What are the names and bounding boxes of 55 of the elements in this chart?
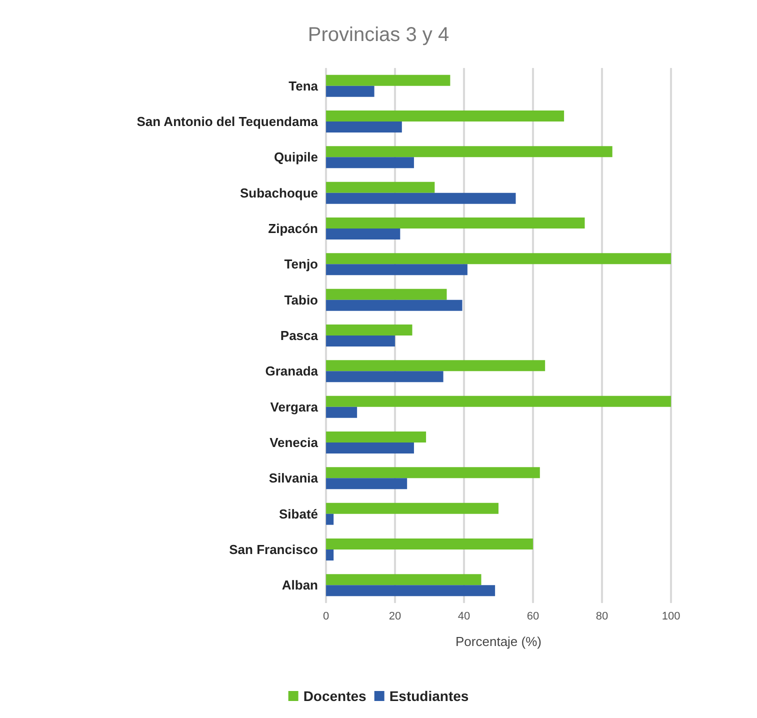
- x-tick-label: 40: [458, 610, 470, 622]
- x-tick-label: 0: [322, 610, 330, 622]
- bar: [326, 253, 671, 264]
- bar: [326, 574, 482, 586]
- legend-label: Estudiantes: [389, 688, 469, 704]
- y-tick-label: Sibaté: [278, 506, 318, 522]
- y-tick-label: Tabio: [284, 292, 318, 308]
- bar: [326, 146, 612, 158]
- bar: [326, 538, 533, 550]
- bar: [326, 74, 450, 86]
- bar: [326, 467, 540, 478]
- bar: [326, 406, 358, 418]
- y-tick-label: Tena: [288, 78, 319, 94]
- bar: [326, 192, 516, 204]
- bar: [326, 86, 374, 97]
- y-tick-label: Vergara: [270, 399, 319, 414]
- bar: [326, 396, 671, 407]
- x-tick-label: 60: [526, 610, 540, 622]
- y-tick-label: San Francisco: [229, 542, 318, 557]
- bar: [326, 218, 585, 228]
- bar: [326, 514, 334, 525]
- bar: [326, 442, 414, 454]
- bar: [326, 360, 546, 372]
- y-tick-label: Zipacón: [268, 221, 318, 236]
- legend-label: Docentes: [303, 688, 367, 704]
- chart-title: Provincias 3 y 4: [308, 24, 450, 46]
- y-tick-label: Silvania: [268, 470, 319, 486]
- bar: [326, 288, 447, 300]
- bar: [326, 182, 435, 193]
- bar: [326, 110, 564, 122]
- bar: [326, 585, 496, 596]
- bar: [326, 228, 400, 240]
- y-tick-label: San Antonio del Tequendama: [136, 114, 319, 129]
- bar: [326, 432, 426, 442]
- y-tick-label: Subachoque: [240, 185, 318, 200]
- bar: [326, 122, 402, 132]
- bar: [326, 300, 462, 311]
- y-tick-label: Venecia: [270, 435, 319, 450]
- x-axis-title: Porcentaje (%): [456, 634, 542, 649]
- bar: [326, 371, 444, 382]
- x-tick-label: 20: [388, 610, 402, 622]
- y-tick-label: Alban: [282, 578, 318, 593]
- y-tick-label: Tenjo: [284, 256, 318, 272]
- y-tick-label: Granada: [265, 364, 319, 379]
- bar: [326, 502, 498, 514]
- x-tick-label: 100: [662, 610, 680, 622]
- y-tick-label: Pasca: [280, 328, 319, 343]
- bar: [326, 157, 414, 168]
- bar: [326, 478, 408, 490]
- bar: [326, 336, 395, 346]
- bar: [326, 324, 412, 336]
- x-tick-label: 80: [596, 610, 608, 622]
- bar: [326, 264, 468, 276]
- bar: [326, 550, 334, 560]
- y-tick-label: Quipile: [274, 150, 318, 165]
